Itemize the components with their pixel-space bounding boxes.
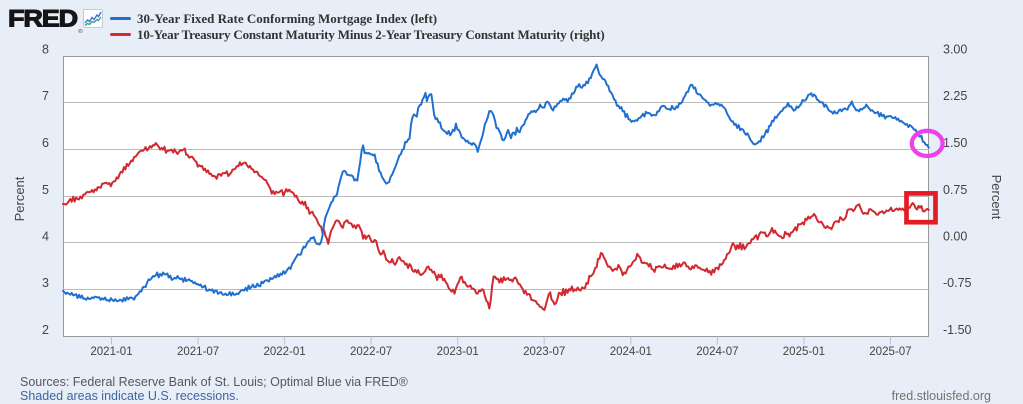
svg-text:Percent: Percent: [12, 176, 27, 221]
svg-text:2023-01: 2023-01: [437, 346, 479, 358]
svg-text:2024-07: 2024-07: [696, 346, 738, 358]
svg-text:4: 4: [42, 230, 49, 244]
svg-text:-0.75: -0.75: [943, 276, 972, 290]
svg-text:2022-07: 2022-07: [350, 346, 392, 358]
svg-text:2023-07: 2023-07: [523, 346, 565, 358]
svg-text:2022-01: 2022-01: [263, 346, 305, 358]
svg-text:7: 7: [42, 89, 49, 103]
svg-text:0.00: 0.00: [943, 230, 967, 244]
svg-text:2021-01: 2021-01: [90, 346, 132, 358]
svg-text:2025-07: 2025-07: [869, 346, 911, 358]
svg-text:8: 8: [42, 43, 49, 57]
svg-text:-1.50: -1.50: [943, 323, 972, 337]
svg-text:5: 5: [42, 183, 49, 197]
svg-text:0.75: 0.75: [943, 183, 967, 197]
svg-text:2: 2: [42, 323, 49, 337]
svg-text:Percent: Percent: [989, 175, 1004, 220]
svg-text:6: 6: [42, 136, 49, 150]
svg-text:2.25: 2.25: [943, 89, 967, 103]
svg-text:3.00: 3.00: [943, 43, 967, 57]
svg-text:1.50: 1.50: [943, 136, 967, 150]
svg-text:2025-01: 2025-01: [783, 346, 825, 358]
svg-text:3: 3: [42, 276, 49, 290]
svg-text:2021-07: 2021-07: [177, 346, 219, 358]
svg-text:2024-01: 2024-01: [610, 346, 652, 358]
